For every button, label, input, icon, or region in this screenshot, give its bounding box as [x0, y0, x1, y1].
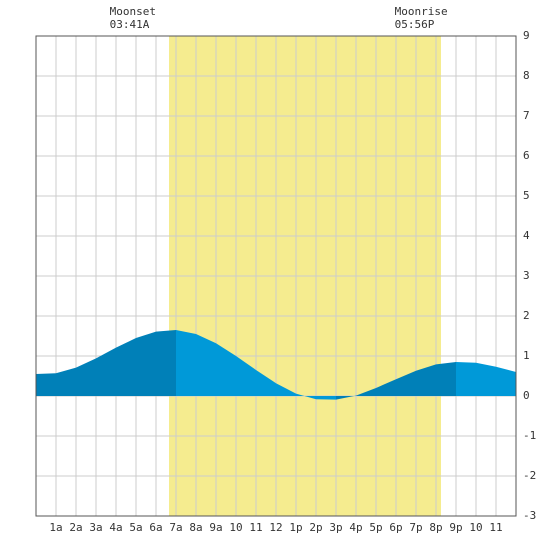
- event-time: 03:41A: [110, 18, 150, 31]
- x-tick-label: 11: [489, 521, 502, 534]
- x-tick-label: 9p: [449, 521, 462, 534]
- y-tick-label: -1: [523, 429, 536, 442]
- tide-area: [276, 383, 296, 396]
- tide-area: [476, 362, 496, 396]
- tide-area: [396, 370, 416, 396]
- tide-area: [76, 358, 96, 396]
- tide-area: [56, 367, 76, 396]
- x-tick-label: 4a: [109, 521, 122, 534]
- tide-area: [496, 366, 516, 396]
- x-tick-label: 1a: [49, 521, 62, 534]
- y-tick-label: 7: [523, 109, 530, 122]
- y-tick-label: 1: [523, 349, 530, 362]
- x-tick-label: 8p: [429, 521, 442, 534]
- y-tick-label: 8: [523, 69, 530, 82]
- tide-area: [216, 343, 236, 396]
- tide-area: [416, 364, 436, 396]
- x-tick-label: 5p: [369, 521, 382, 534]
- tide-area: [176, 330, 196, 396]
- y-tick-label: 9: [523, 29, 530, 42]
- tide-area: [156, 330, 176, 396]
- event-time: 05:56P: [395, 18, 435, 31]
- x-tick-label: 4p: [349, 521, 362, 534]
- x-tick-label: 3a: [89, 521, 102, 534]
- tide-area: [316, 396, 336, 400]
- x-tick-label: 3p: [329, 521, 342, 534]
- tide-area: [456, 362, 476, 396]
- y-tick-label: -3: [523, 509, 536, 522]
- x-tick-label: 6a: [149, 521, 162, 534]
- x-tick-label: 7a: [169, 521, 182, 534]
- tide-area: [36, 373, 56, 396]
- tide-area: [116, 338, 136, 396]
- tide-area: [236, 356, 256, 396]
- y-tick-label: 0: [523, 389, 530, 402]
- x-tick-label: 2a: [69, 521, 82, 534]
- tide-area: [96, 347, 116, 396]
- x-tick-label: 10: [469, 521, 482, 534]
- tide-area: [376, 379, 396, 396]
- tide-area: [196, 334, 216, 396]
- y-tick-label: 5: [523, 189, 530, 202]
- y-tick-label: 3: [523, 269, 530, 282]
- x-tick-label: 10: [229, 521, 242, 534]
- x-tick-label: 5a: [129, 521, 142, 534]
- tide-area: [296, 393, 316, 400]
- y-tick-label: 6: [523, 149, 530, 162]
- x-tick-label: 11: [249, 521, 262, 534]
- tide-area: [136, 331, 156, 396]
- event-label: Moonset: [110, 5, 156, 18]
- x-tick-label: 12: [269, 521, 282, 534]
- tide-area: [356, 388, 376, 396]
- x-tick-label: 2p: [309, 521, 322, 534]
- x-tick-label: 9a: [209, 521, 222, 534]
- y-tick-label: 2: [523, 309, 530, 322]
- x-tick-label: 1p: [289, 521, 302, 534]
- x-tick-label: 6p: [389, 521, 402, 534]
- tide-area: [256, 370, 276, 396]
- tide-area: [436, 362, 456, 396]
- x-tick-label: 8a: [189, 521, 202, 534]
- y-tick-label: -2: [523, 469, 536, 482]
- y-tick-label: 4: [523, 229, 530, 242]
- tide-area: [336, 395, 356, 400]
- plot-border: [35, 35, 517, 517]
- event-label: Moonrise: [395, 5, 448, 18]
- x-tick-label: 7p: [409, 521, 422, 534]
